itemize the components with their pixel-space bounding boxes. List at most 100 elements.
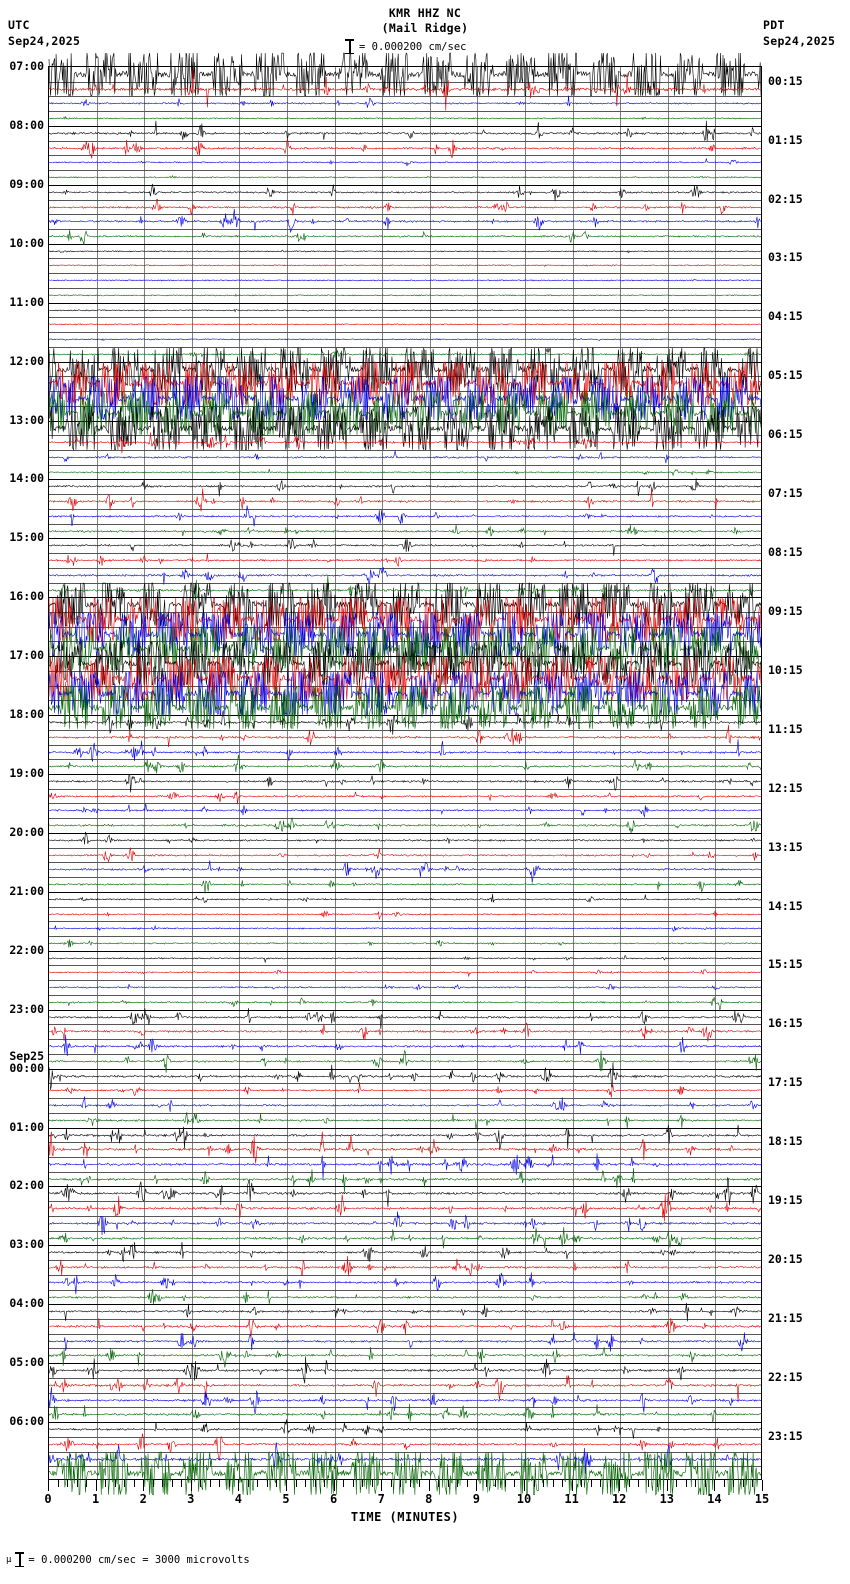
seismic-trace bbox=[49, 1132, 761, 1164]
left-time-text: 16:00 bbox=[9, 589, 44, 604]
x-tick-label: 11 bbox=[564, 1492, 579, 1506]
quarter-gridline bbox=[49, 494, 761, 496]
x-minor-tick bbox=[609, 1480, 611, 1487]
seismic-trace bbox=[49, 894, 761, 902]
x-minor-tick bbox=[562, 1480, 564, 1487]
trace-row bbox=[49, 980, 761, 995]
left-time-text: 14:00 bbox=[9, 471, 44, 486]
helicorder-plot[interactable] bbox=[48, 66, 762, 1480]
x-minor-tick bbox=[676, 1480, 678, 1487]
left-time-label: 02:00 bbox=[0, 1179, 44, 1191]
left-time-text: 11:00 bbox=[9, 294, 44, 309]
minute-gridline bbox=[144, 67, 146, 1479]
seismic-trace bbox=[49, 1433, 761, 1460]
trace-row bbox=[49, 96, 761, 111]
seismic-trace bbox=[49, 339, 761, 341]
trace-row bbox=[49, 759, 761, 774]
scale-bar-icon bbox=[345, 39, 354, 54]
seismic-trace bbox=[49, 755, 761, 774]
quarter-gridline bbox=[49, 994, 761, 996]
x-tick-label: 8 bbox=[425, 1492, 433, 1506]
quarter-gridline bbox=[49, 744, 761, 746]
seismic-trace bbox=[49, 209, 761, 232]
x-tick-label: 1 bbox=[91, 1492, 100, 1506]
quarter-gridline bbox=[49, 877, 761, 879]
right-time-label: 08:15 bbox=[768, 545, 803, 560]
left-day-label: Sep25 bbox=[9, 1048, 44, 1063]
seismic-trace bbox=[49, 970, 761, 977]
quarter-gridline bbox=[49, 287, 761, 289]
x-minor-tick bbox=[324, 1480, 326, 1487]
x-minor-tick bbox=[581, 1480, 583, 1487]
seismic-trace bbox=[49, 138, 761, 159]
trace-row bbox=[49, 1054, 761, 1069]
quarter-gridline bbox=[49, 1039, 761, 1041]
trace-row bbox=[49, 951, 761, 966]
x-major-tick bbox=[143, 1480, 145, 1491]
x-minor-tick bbox=[257, 1480, 259, 1487]
hour-gridline bbox=[49, 302, 761, 304]
right-time-label: 02:15 bbox=[768, 191, 803, 206]
seismic-trace bbox=[49, 775, 761, 793]
quarter-gridline bbox=[49, 508, 761, 510]
seismic-trace bbox=[49, 479, 761, 497]
left-time-text: 08:00 bbox=[9, 117, 44, 132]
seismic-trace bbox=[49, 1347, 761, 1367]
seismic-trace bbox=[49, 469, 761, 475]
quarter-gridline bbox=[49, 1318, 761, 1320]
right-time-label: 19:15 bbox=[768, 1193, 803, 1208]
seismic-trace bbox=[49, 1168, 761, 1192]
seismic-trace bbox=[49, 1023, 761, 1041]
minute-gridline bbox=[382, 67, 384, 1479]
quarter-gridline bbox=[49, 214, 761, 216]
trace-row bbox=[49, 421, 761, 436]
x-minor-tick bbox=[390, 1480, 392, 1487]
left-time-text: 05:00 bbox=[9, 1355, 44, 1370]
left-time-label: 11:00 bbox=[0, 296, 44, 308]
seismic-trace bbox=[49, 176, 761, 178]
trace-row bbox=[49, 1024, 761, 1039]
right-time-label: 01:15 bbox=[768, 132, 803, 147]
x-minor-tick bbox=[86, 1480, 88, 1487]
seismic-trace bbox=[49, 184, 761, 201]
trace-row bbox=[49, 995, 761, 1010]
trace-row bbox=[49, 568, 761, 583]
trace-row bbox=[49, 1216, 761, 1231]
trace-row bbox=[49, 1437, 761, 1452]
seismic-trace bbox=[49, 984, 761, 990]
trace-row bbox=[49, 1083, 761, 1098]
quarter-gridline bbox=[49, 199, 761, 201]
minute-gridline bbox=[477, 67, 479, 1479]
x-tick-label: 9 bbox=[472, 1492, 481, 1506]
micro-symbol: μ bbox=[6, 1554, 12, 1565]
seismic-trace bbox=[49, 1227, 761, 1248]
x-minor-tick bbox=[533, 1480, 535, 1487]
seismic-trace bbox=[49, 686, 761, 729]
left-time-text: 02:00 bbox=[9, 1178, 44, 1193]
right-time-label: 21:15 bbox=[768, 1310, 803, 1325]
quarter-gridline bbox=[49, 1392, 761, 1394]
left-time-text: 03:00 bbox=[9, 1237, 44, 1252]
left-time-text: 09:00 bbox=[9, 176, 44, 191]
trace-row bbox=[49, 1466, 761, 1481]
seismic-trace bbox=[49, 1289, 761, 1304]
seismic-trace bbox=[49, 489, 761, 512]
seismic-trace bbox=[49, 1035, 761, 1056]
x-tick-label: 5 bbox=[282, 1492, 290, 1506]
trace-row bbox=[49, 450, 761, 465]
x-minor-tick bbox=[419, 1480, 421, 1487]
left-time-label: 14:00 bbox=[0, 472, 44, 484]
seismic-trace bbox=[49, 392, 761, 435]
left-time-text: 17:00 bbox=[9, 648, 44, 663]
hour-gridline bbox=[49, 125, 761, 127]
hour-gridline bbox=[49, 950, 761, 952]
trace-row bbox=[49, 1157, 761, 1172]
hour-gridline bbox=[49, 1009, 761, 1011]
x-tick-label: 14 bbox=[707, 1492, 722, 1506]
trace-row bbox=[49, 1142, 761, 1157]
left-time-label: 15:00 bbox=[0, 531, 44, 543]
hour-gridline bbox=[49, 715, 761, 717]
left-time-label: 09:00 bbox=[0, 178, 44, 190]
seismic-trace bbox=[49, 539, 761, 556]
trace-row bbox=[49, 597, 761, 612]
